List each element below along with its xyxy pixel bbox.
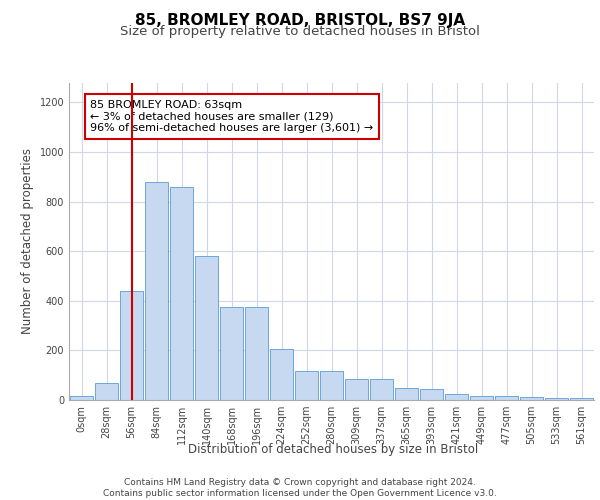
Bar	[445, 394, 468, 400]
Bar	[195, 256, 218, 400]
Bar	[95, 383, 118, 400]
Text: 85 BROMLEY ROAD: 63sqm
← 3% of detached houses are smaller (129)
96% of semi-det: 85 BROMLEY ROAD: 63sqm ← 3% of detached …	[90, 100, 373, 133]
Text: 85, BROMLEY ROAD, BRISTOL, BS7 9JA: 85, BROMLEY ROAD, BRISTOL, BS7 9JA	[135, 12, 465, 28]
Bar	[270, 349, 293, 400]
Bar	[170, 186, 193, 400]
Bar	[370, 379, 393, 400]
Bar	[295, 372, 318, 400]
Text: Contains HM Land Registry data © Crown copyright and database right 2024.
Contai: Contains HM Land Registry data © Crown c…	[103, 478, 497, 498]
Bar	[470, 396, 493, 400]
Bar	[120, 291, 143, 400]
Bar	[320, 372, 343, 400]
Bar	[245, 307, 268, 400]
Text: Distribution of detached houses by size in Bristol: Distribution of detached houses by size …	[188, 442, 478, 456]
Bar	[145, 182, 168, 400]
Bar	[345, 379, 368, 400]
Bar	[570, 398, 593, 400]
Bar	[395, 388, 418, 400]
Bar	[220, 307, 243, 400]
Bar	[545, 398, 568, 400]
Bar	[70, 396, 93, 400]
Bar	[420, 389, 443, 400]
Text: Size of property relative to detached houses in Bristol: Size of property relative to detached ho…	[120, 25, 480, 38]
Y-axis label: Number of detached properties: Number of detached properties	[21, 148, 34, 334]
Bar	[520, 397, 543, 400]
Bar	[495, 396, 518, 400]
